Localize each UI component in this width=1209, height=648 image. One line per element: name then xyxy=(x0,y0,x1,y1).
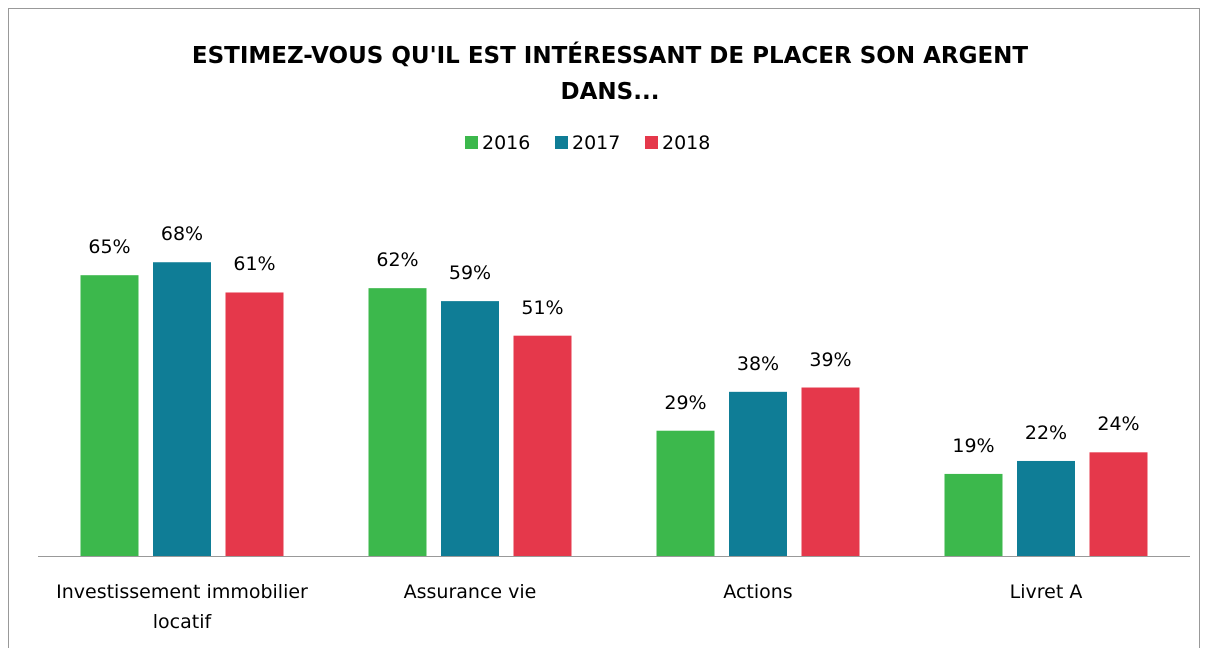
data-label: 39% xyxy=(809,348,852,371)
bar xyxy=(656,430,715,556)
bar xyxy=(1089,452,1148,556)
frame xyxy=(8,8,1200,648)
legend-label: 2016 xyxy=(482,132,531,154)
bar xyxy=(513,335,572,556)
data-label: 65% xyxy=(88,236,131,259)
bar xyxy=(368,288,427,556)
data-label: 68% xyxy=(160,223,204,246)
x-tick-label: Actions xyxy=(723,581,793,603)
bar xyxy=(80,275,139,556)
data-label: 19% xyxy=(952,434,995,457)
data-label: 29% xyxy=(664,391,707,414)
bar xyxy=(441,301,499,556)
bar xyxy=(225,292,284,556)
data-label: 59% xyxy=(448,262,492,285)
data-label: 51% xyxy=(521,296,564,319)
data-label: 24% xyxy=(1097,413,1140,436)
bar xyxy=(1017,460,1075,556)
data-label: 62% xyxy=(376,249,419,272)
data-label: 38% xyxy=(736,352,780,375)
legend-label: 2018 xyxy=(662,132,711,154)
x-tick-label: Assurance vie xyxy=(403,581,537,603)
legend-swatch xyxy=(645,136,658,149)
data-label: 22% xyxy=(1024,421,1068,444)
legend-swatch xyxy=(555,136,568,149)
legend-label: 2017 xyxy=(572,132,621,154)
bar xyxy=(944,473,1003,556)
data-label: 61% xyxy=(233,253,276,276)
bar xyxy=(801,387,860,556)
x-tick-label: Livret A xyxy=(1009,581,1083,603)
chart-title: ESTIMEZ-VOUS QU'IL EST INTÉRESSANT DE PL… xyxy=(191,43,1029,105)
bar xyxy=(153,262,211,556)
legend-swatch xyxy=(465,136,478,149)
bar xyxy=(729,391,787,556)
x-tick-label: Investissement immobilier locatif xyxy=(56,581,308,633)
